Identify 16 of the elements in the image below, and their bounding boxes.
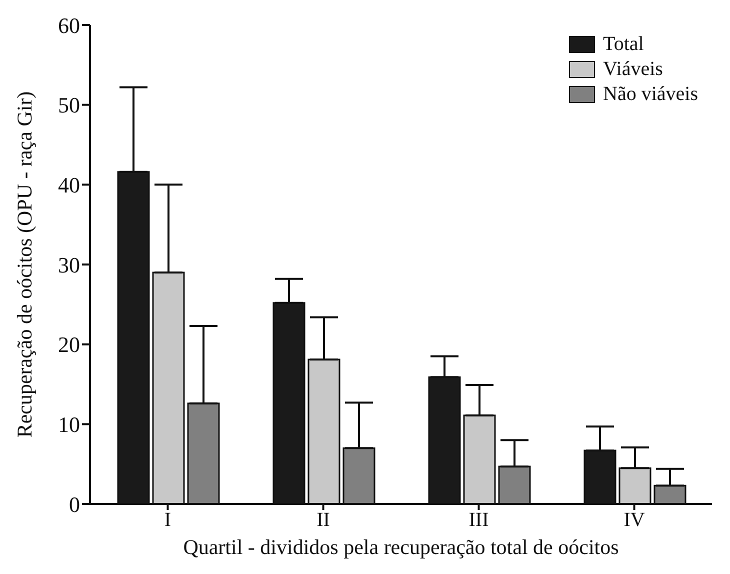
legend-label: Total (603, 32, 644, 57)
x-axis-title: Quartil - divididos pela recuperação total de oócitos (183, 535, 619, 559)
y-tick-label: 50 (58, 92, 80, 118)
legend-label: Não viáveis (603, 82, 698, 107)
y-tick-label: 20 (58, 332, 80, 358)
x-tick-label: II (316, 509, 330, 532)
y-axis-title: Recuperação de oócitos (OPU - raça Gir) (12, 91, 36, 438)
legend-label: Viáveis (603, 57, 663, 82)
y-tick-label: 60 (58, 12, 80, 38)
x-tick-label: IV (624, 509, 646, 532)
y-tick-label: 10 (58, 412, 80, 437)
y-tick-label: 30 (58, 252, 80, 278)
y-tick-label: 40 (58, 172, 80, 198)
x-tick-label: III (468, 509, 489, 532)
x-tick-label: I (164, 509, 172, 532)
y-tick-label: 0 (69, 492, 80, 517)
